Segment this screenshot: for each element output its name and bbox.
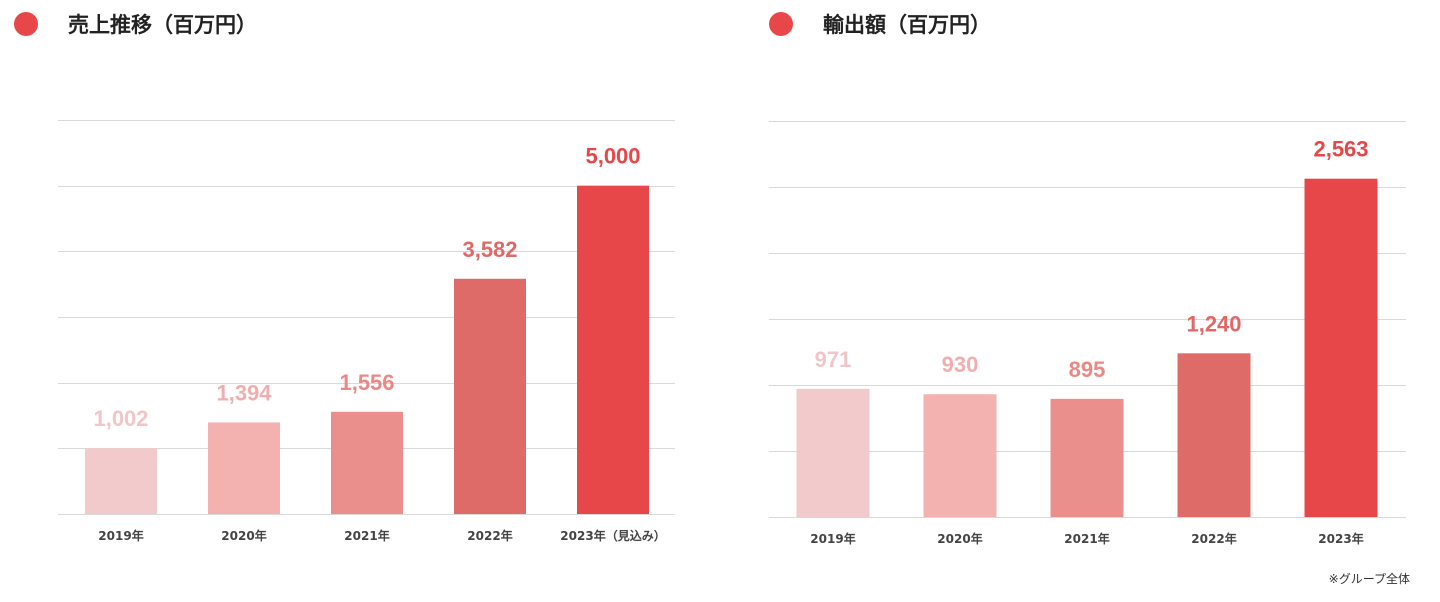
chart-title-sales: 売上推移（百万円） bbox=[14, 8, 257, 40]
data-label: 895 bbox=[1069, 357, 1106, 382]
data-label: 2,563 bbox=[1313, 137, 1368, 162]
x-tick-label: 2021年 bbox=[1064, 531, 1109, 546]
data-label: 971 bbox=[815, 347, 852, 372]
bar bbox=[1050, 398, 1124, 517]
bar bbox=[208, 422, 280, 514]
bar bbox=[331, 411, 403, 514]
data-label: 1,002 bbox=[93, 406, 148, 431]
exports-title-text: 輸出額（百万円） bbox=[823, 13, 991, 37]
data-label: 5,000 bbox=[585, 144, 640, 169]
bar bbox=[85, 448, 157, 514]
x-tick-label: 2023年 bbox=[1318, 531, 1363, 546]
bar bbox=[454, 278, 526, 514]
x-tick-label: 2022年 bbox=[1191, 531, 1236, 546]
x-tick-label: 2019年 bbox=[98, 528, 143, 543]
data-label: 3,582 bbox=[462, 237, 517, 262]
chart-title-exports: 輸出額（百万円） bbox=[769, 8, 991, 40]
data-label: 930 bbox=[942, 352, 979, 377]
data-label: 1,240 bbox=[1186, 311, 1241, 336]
x-tick-label: 2020年 bbox=[221, 528, 266, 543]
bullet-dot-icon bbox=[769, 12, 793, 36]
sales-title-text: 売上推移（百万円） bbox=[68, 13, 257, 37]
x-tick-label: 2019年 bbox=[810, 531, 855, 546]
footnote: ※グループ全体 bbox=[1328, 572, 1410, 586]
data-label: 1,556 bbox=[339, 370, 394, 395]
bullet-dot-icon bbox=[14, 12, 38, 36]
bar bbox=[1304, 178, 1378, 517]
x-tick-label: 2021年 bbox=[344, 528, 389, 543]
bar bbox=[923, 394, 997, 517]
data-label: 1,394 bbox=[216, 380, 272, 405]
x-tick-label: 2023年（見込み） bbox=[560, 528, 665, 543]
bar bbox=[1177, 353, 1251, 517]
x-tick-label: 2022年 bbox=[467, 528, 512, 543]
x-tick-label: 2020年 bbox=[937, 531, 982, 546]
bar bbox=[796, 388, 870, 517]
bar bbox=[577, 185, 649, 514]
